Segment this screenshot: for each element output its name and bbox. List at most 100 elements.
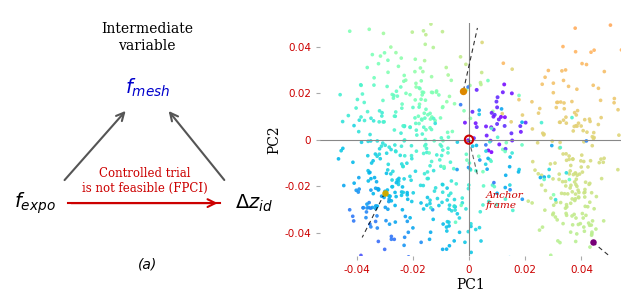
Point	[426, 90, 436, 95]
Point	[396, 131, 406, 136]
Point	[552, 217, 563, 222]
Point	[383, 58, 393, 63]
Point	[483, 78, 493, 83]
Point	[489, 184, 499, 189]
Point	[438, 182, 448, 187]
Point	[561, 115, 571, 120]
Point	[570, 171, 580, 175]
Point	[367, 161, 377, 165]
Point	[578, 128, 588, 133]
Point	[399, 73, 410, 78]
Point	[593, 86, 604, 91]
Point	[366, 188, 376, 192]
Point	[414, 102, 424, 107]
Point	[474, 112, 484, 117]
Point	[365, 225, 376, 229]
Point	[343, 113, 353, 118]
Point	[463, 186, 474, 191]
Point	[436, 144, 447, 148]
Point	[572, 184, 582, 189]
Point	[410, 97, 420, 102]
Point	[573, 195, 584, 199]
Point	[381, 171, 392, 176]
Point	[312, 104, 322, 109]
Point	[548, 211, 559, 216]
Point	[547, 139, 557, 143]
Point	[463, 183, 474, 187]
Point	[468, 136, 479, 141]
Point	[349, 181, 359, 185]
Point	[517, 143, 527, 147]
Point	[377, 110, 387, 115]
Point	[379, 120, 389, 124]
Point	[376, 194, 387, 198]
Point	[609, 100, 620, 105]
Point	[573, 195, 584, 200]
Point	[397, 207, 408, 212]
Point	[444, 220, 454, 225]
Point	[558, 118, 568, 123]
Point	[442, 99, 452, 104]
Point	[515, 124, 525, 128]
Point	[390, 110, 401, 114]
Point	[383, 162, 394, 167]
Point	[559, 107, 570, 111]
Point	[381, 218, 391, 223]
Point	[408, 226, 418, 230]
Point	[416, 79, 426, 83]
Point	[498, 147, 508, 152]
Point	[559, 101, 569, 105]
Point	[492, 95, 502, 100]
Point	[403, 230, 413, 235]
Point	[372, 226, 383, 230]
Point	[494, 142, 504, 147]
Point	[535, 175, 545, 180]
Point	[426, 74, 436, 79]
Point	[489, 180, 499, 185]
Point	[425, 125, 435, 130]
Point	[514, 167, 524, 172]
Point	[430, 118, 440, 123]
Point	[352, 97, 362, 102]
Point	[568, 129, 579, 133]
Point	[492, 202, 502, 207]
Point	[415, 183, 426, 188]
Point	[364, 200, 374, 205]
Point	[363, 168, 373, 173]
Point	[598, 160, 609, 165]
Point	[369, 175, 380, 180]
Point	[493, 135, 503, 140]
Point	[500, 185, 510, 190]
Point	[449, 166, 459, 171]
Point	[337, 119, 348, 124]
Point	[444, 203, 454, 207]
Point	[517, 197, 527, 202]
Point	[573, 121, 584, 125]
Point	[435, 116, 445, 120]
Text: Intermediate
variable: Intermediate variable	[101, 22, 193, 53]
X-axis label: PC1: PC1	[456, 278, 484, 291]
Point	[552, 100, 563, 105]
Point	[556, 191, 566, 196]
Point	[527, 200, 537, 205]
Point	[476, 82, 486, 87]
Point	[462, 158, 472, 162]
Point	[387, 237, 397, 242]
Point	[441, 65, 451, 70]
Point	[383, 199, 394, 204]
Point	[550, 197, 561, 202]
Point	[368, 159, 378, 163]
Point	[391, 89, 401, 94]
Point	[557, 69, 567, 73]
Point	[428, 90, 438, 95]
Point	[580, 204, 590, 209]
Point	[458, 88, 468, 93]
Point	[581, 62, 591, 67]
Point	[386, 147, 396, 152]
Point	[570, 171, 580, 175]
Point	[481, 162, 491, 166]
Point	[564, 157, 574, 162]
Point	[374, 109, 385, 113]
Point	[561, 213, 572, 218]
Point	[386, 234, 396, 239]
